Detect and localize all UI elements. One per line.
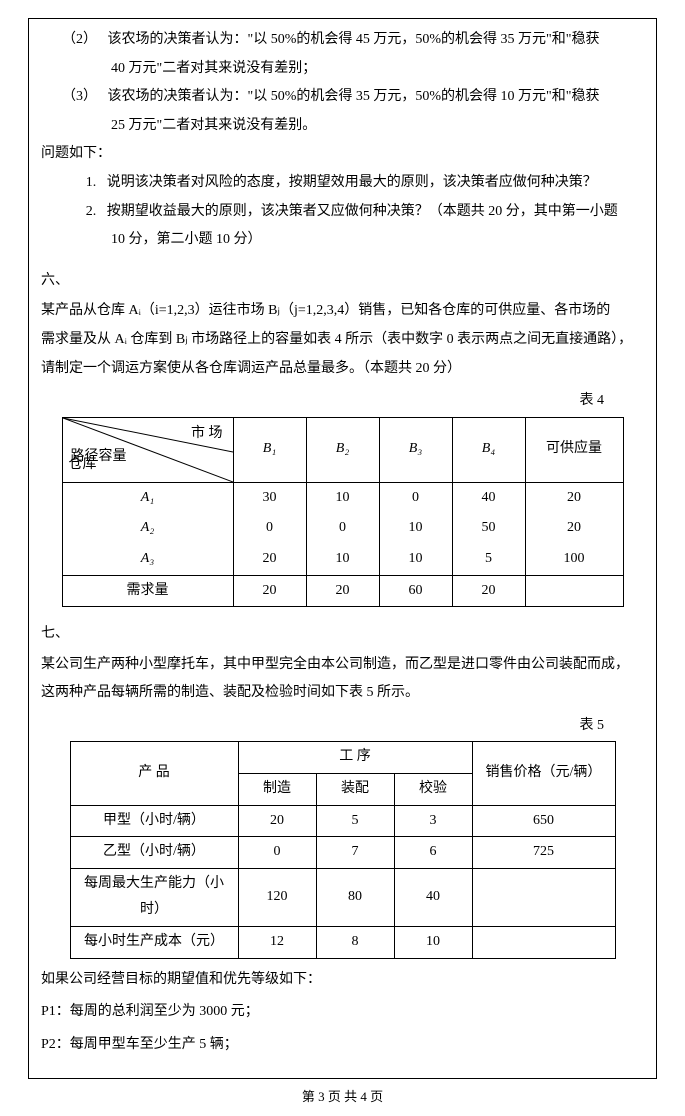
- t4-a2-b2: 0: [306, 513, 379, 544]
- q5-item2-text1: 该农场的决策者认为："以 50%的机会得 45 万元，50%的机会得 35 万元…: [108, 32, 600, 47]
- t4-a2-b4: 50: [452, 513, 525, 544]
- t5-r2-price: 725: [472, 837, 615, 869]
- q5-item2-num: （2）: [62, 32, 97, 47]
- t4-a1-b3: 0: [379, 482, 452, 513]
- q6-table-label: 表 4: [41, 388, 644, 415]
- q6-para-l2: 需求量及从 Aᵢ 仓库到 Bⱼ 市场路径上的容量如表 4 所示（表中数字 0 表…: [41, 327, 644, 354]
- t4-diag-top: 市 场: [191, 421, 223, 448]
- q5-item3-text1: 该农场的决策者认为："以 50%的机会得 35 万元，50%的机会得 10 万元…: [108, 89, 600, 104]
- t4-row-a1: A₁: [62, 482, 233, 513]
- t5-r2-name: 乙型（小时/辆）: [70, 837, 238, 869]
- t5-r3-name: 每周最大生产能力（小时）: [70, 868, 238, 926]
- q5-item3-line2: 25 万元"二者对其来说没有差别。: [41, 113, 644, 140]
- t4-a2-b1: 0: [233, 513, 306, 544]
- t4-a1-b2: 10: [306, 482, 379, 513]
- t4-a1-supply: 20: [525, 482, 623, 513]
- t4-demand-b1: 20: [233, 575, 306, 607]
- t5-r4-price: [472, 927, 615, 959]
- t5-proc-header: 工 序: [238, 742, 472, 774]
- q7-table-label: 表 5: [41, 713, 644, 740]
- t5-r2-v2: 7: [316, 837, 394, 869]
- t4-row-a3: A₃: [62, 544, 233, 575]
- q5-p1-num: 1.: [86, 175, 97, 190]
- t5-r3-price: [472, 868, 615, 926]
- q7-p1: P1：每周的总利润至少为 3000 元；: [41, 999, 644, 1026]
- t5-proc-c3: 校验: [394, 774, 472, 806]
- q6-label: 六、: [41, 268, 644, 295]
- q5-item2-line1: （2） 该农场的决策者认为："以 50%的机会得 45 万元，50%的机会得 3…: [41, 27, 644, 54]
- t4-a1-b1: 30: [233, 482, 306, 513]
- t5-proc-c1: 制造: [238, 774, 316, 806]
- t5-r2-v1: 0: [238, 837, 316, 869]
- t5-r3-v2: 80: [316, 868, 394, 926]
- q7-after-l1: 如果公司经营目标的期望值和优先等级如下：: [41, 967, 644, 994]
- t5-r4-name: 每小时生产成本（元）: [70, 927, 238, 959]
- t5-price-header: 销售价格（元/辆）: [472, 742, 615, 805]
- t4-diag-bot: 仓库: [69, 452, 97, 479]
- t5-r3-v1: 120: [238, 868, 316, 926]
- t5-prod-header: 产 品: [70, 742, 238, 805]
- t4-demand-b3: 60: [379, 575, 452, 607]
- t4-demand-b4: 20: [452, 575, 525, 607]
- page-footer: 第 3 页 共 4 页: [28, 1085, 657, 1110]
- t4-col-b2: B₂: [306, 417, 379, 482]
- t5-r4-v3: 10: [394, 927, 472, 959]
- t5-r1-price: 650: [472, 805, 615, 837]
- t4-a2-b3: 10: [379, 513, 452, 544]
- q7-label: 七、: [41, 621, 644, 648]
- q7-para-l2: 这两种产品每辆所需的制造、装配及检验时间如下表 5 所示。: [41, 680, 644, 707]
- t5-r4-v2: 8: [316, 927, 394, 959]
- q7-para-l1: 某公司生产两种小型摩托车，其中甲型完全由本公司制造，而乙型是进口零件由公司装配而…: [41, 652, 644, 679]
- q5-problems-label: 问题如下：: [41, 141, 644, 168]
- q5-item3-num: （3）: [62, 89, 97, 104]
- t5-proc-c2: 装配: [316, 774, 394, 806]
- table-4: 市 场 路径容量 仓库 B₁ B₂ B₃ B₄ 可供应量 A₁ 30 10 0 …: [62, 417, 624, 607]
- q5-p2-line2: 10 分，第二小题 10 分）: [41, 227, 644, 254]
- t4-col-b1: B₁: [233, 417, 306, 482]
- q5-p2-line1: 2. 按期望收益最大的原则，该决策者又应做何种决策？（本题共 20 分，其中第一…: [41, 199, 644, 226]
- t4-supply-header: 可供应量: [525, 417, 623, 482]
- t4-a3-supply: 100: [525, 544, 623, 575]
- t4-a3-b1: 20: [233, 544, 306, 575]
- t5-r1-v3: 3: [394, 805, 472, 837]
- t5-r1-name: 甲型（小时/辆）: [70, 805, 238, 837]
- t4-diag-cell: 市 场 路径容量 仓库: [62, 417, 233, 482]
- q5-p1-text: 说明该决策者对风险的态度，按期望效用最大的原则，该决策者应做何种决策？: [107, 175, 597, 190]
- q6-para-l1: 某产品从仓库 Aᵢ（i=1,2,3）运往市场 Bⱼ（j=1,2,3,4）销售，已…: [41, 298, 644, 325]
- t4-a3-b3: 10: [379, 544, 452, 575]
- t4-a2-supply: 20: [525, 513, 623, 544]
- t4-row-a2: A₂: [62, 513, 233, 544]
- q5-p2-text1: 按期望收益最大的原则，该决策者又应做何种决策？（本题共 20 分，其中第一小题: [107, 204, 618, 219]
- t4-col-b3: B₃: [379, 417, 452, 482]
- t4-a1-b4: 40: [452, 482, 525, 513]
- t5-r4-v1: 12: [238, 927, 316, 959]
- t4-demand-label: 需求量: [62, 575, 233, 607]
- page-border: （2） 该农场的决策者认为："以 50%的机会得 45 万元，50%的机会得 3…: [28, 18, 657, 1079]
- t4-demand-supply: [525, 575, 623, 607]
- table-5: 产 品 工 序 销售价格（元/辆） 制造 装配 校验 甲型（小时/辆） 20 5…: [70, 741, 616, 958]
- t4-a3-b4: 5: [452, 544, 525, 575]
- t5-r3-v3: 40: [394, 868, 472, 926]
- t4-col-b4: B₄: [452, 417, 525, 482]
- q6-para-l3: 请制定一个调运方案使从各仓库调运产品总量最多。（本题共 20 分）: [41, 356, 644, 383]
- q7-p2: P2：每周甲型车至少生产 5 辆；: [41, 1032, 644, 1059]
- t5-r1-v1: 20: [238, 805, 316, 837]
- q5-item3-line1: （3） 该农场的决策者认为："以 50%的机会得 35 万元，50%的机会得 1…: [41, 84, 644, 111]
- t4-demand-b2: 20: [306, 575, 379, 607]
- q5-p1: 1. 说明该决策者对风险的态度，按期望效用最大的原则，该决策者应做何种决策？: [41, 170, 644, 197]
- t5-r2-v3: 6: [394, 837, 472, 869]
- t4-a3-b2: 10: [306, 544, 379, 575]
- q5-p2-num: 2.: [86, 204, 97, 219]
- t5-r1-v2: 5: [316, 805, 394, 837]
- q5-item2-line2: 40 万元"二者对其来说没有差别；: [41, 56, 644, 83]
